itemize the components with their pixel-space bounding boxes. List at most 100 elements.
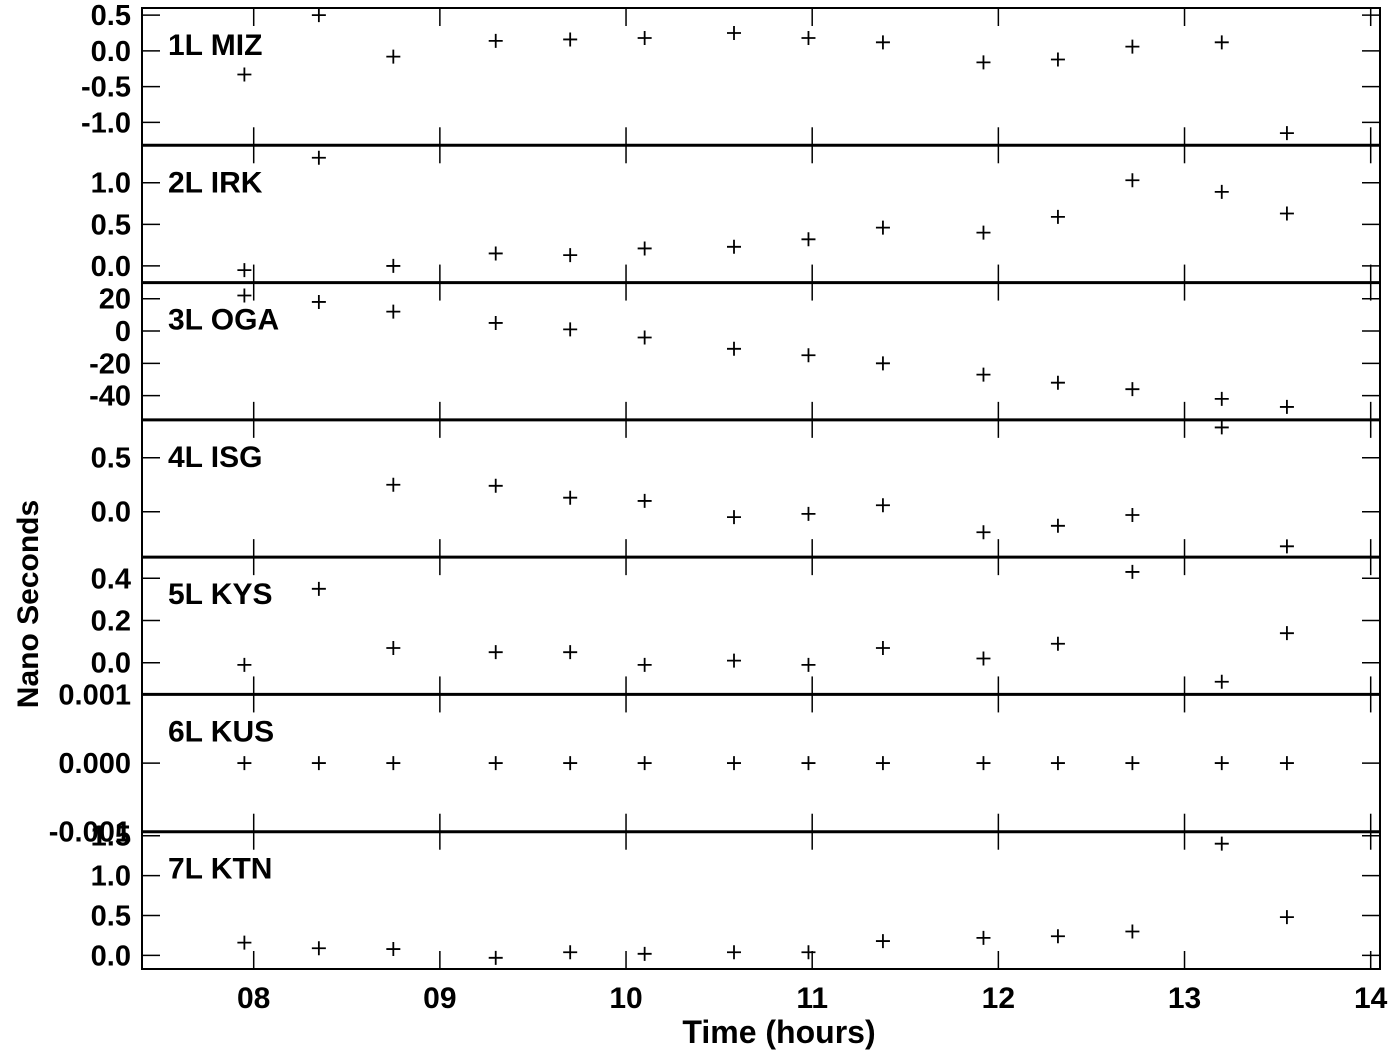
data-point	[1050, 518, 1065, 533]
data-point	[976, 756, 991, 771]
data-point	[727, 756, 742, 771]
x-tick-label: 12	[982, 982, 1015, 1015]
data-point	[386, 942, 401, 957]
y-tick-label: -0.001	[49, 817, 131, 849]
y-tick-label: 0.0	[91, 497, 131, 529]
data-point	[801, 506, 816, 521]
data-point	[727, 26, 742, 41]
y-tick-label: -0.5	[81, 72, 131, 104]
y-tick-label: 1.0	[91, 168, 131, 200]
data-point	[637, 756, 652, 771]
y-tick-label: -20	[89, 348, 131, 380]
panel-label: 7L KTN	[168, 853, 272, 886]
data-point	[875, 756, 890, 771]
data-point	[311, 756, 326, 771]
panel-6: 0.001 0.000 -0.001 6L KUS	[49, 679, 1380, 849]
data-point	[976, 525, 991, 540]
data-point	[311, 8, 326, 23]
y-tick-label: -1.0	[81, 107, 131, 139]
data-point	[1125, 564, 1140, 579]
x-tick-label: 11	[796, 982, 828, 1015]
y-axis-label: Nano Seconds	[12, 500, 45, 708]
panel-label: 1L MIZ	[168, 29, 262, 62]
data-point	[311, 294, 326, 309]
data-point	[1279, 910, 1294, 925]
y-tick-label: -40	[89, 381, 131, 413]
panel-label: 5L KYS	[168, 578, 273, 611]
data-point	[563, 756, 578, 771]
data-point	[311, 941, 326, 956]
data-point	[1125, 756, 1140, 771]
data-point	[875, 498, 890, 513]
panel-label: 6L KUS	[168, 715, 274, 748]
data-point	[727, 341, 742, 356]
data-point	[488, 315, 503, 330]
data-point	[727, 510, 742, 525]
panel-2: 1.0 0.5 0.0 2L IRK	[91, 143, 1380, 283]
data-point	[386, 258, 401, 273]
data-point	[386, 756, 401, 771]
data-point	[488, 478, 503, 493]
data-point	[1279, 126, 1294, 141]
data-point	[311, 150, 326, 165]
data-point	[637, 657, 652, 672]
data-point	[1050, 636, 1065, 651]
data-point	[875, 640, 890, 655]
y-tick-label: 0.0	[91, 251, 131, 283]
x-tick-label: 14	[1354, 982, 1388, 1015]
data-point	[801, 756, 816, 771]
axes-frame	[141, 7, 1381, 970]
data-point	[386, 304, 401, 319]
data-point	[875, 35, 890, 50]
data-point	[237, 288, 252, 303]
data-point	[1279, 539, 1294, 554]
data-point	[976, 367, 991, 382]
data-point	[875, 356, 890, 371]
data-point	[976, 225, 991, 240]
data-point	[237, 263, 252, 278]
panel-label: 3L OGA	[168, 304, 279, 337]
data-point	[1214, 420, 1229, 435]
y-tick-label: 0.001	[58, 679, 131, 711]
panel-7: 1.5 1.0 0.5 0.0 7L KTN	[91, 821, 1380, 972]
data-point	[488, 950, 503, 965]
data-point	[1214, 184, 1229, 199]
data-point	[488, 33, 503, 48]
data-point	[976, 651, 991, 666]
data-point	[976, 55, 991, 70]
data-point	[637, 493, 652, 508]
data-point	[1279, 756, 1294, 771]
data-point	[1214, 674, 1229, 689]
x-tick-label: 13	[1168, 982, 1201, 1015]
data-point	[1125, 924, 1140, 939]
x-axis-label: Time (hours)	[682, 1014, 875, 1050]
data-point	[801, 657, 816, 672]
data-point	[1214, 391, 1229, 406]
panel-4: 0.5 0.0 4L ISG	[91, 418, 1380, 558]
data-point	[1214, 756, 1229, 771]
data-point	[563, 945, 578, 960]
data-point	[1125, 382, 1140, 397]
data-point	[1050, 52, 1065, 67]
y-tick-label: 1.5	[91, 821, 131, 853]
data-point	[386, 640, 401, 655]
y-tick-label: 0.5	[91, 209, 131, 241]
data-point	[801, 232, 816, 247]
panel-5: 0.4 0.2 0.0 5L KYS	[91, 555, 1380, 695]
y-tick-label: 0.2	[91, 606, 131, 638]
x-tick-label: 10	[609, 982, 642, 1015]
data-point	[727, 239, 742, 254]
data-point	[1214, 35, 1229, 50]
data-point	[1125, 173, 1140, 188]
data-point	[976, 930, 991, 945]
data-point	[563, 322, 578, 337]
y-tick-label: 0.5	[91, 901, 131, 933]
data-point	[563, 490, 578, 505]
data-point	[563, 645, 578, 660]
data-point	[875, 934, 890, 949]
y-tick-label: 0.5	[91, 443, 131, 475]
data-point	[1125, 39, 1140, 54]
panel-1: 0.5 0.0 -0.5-1.0 1L MIZ	[81, 0, 1380, 146]
data-point	[1279, 626, 1294, 641]
